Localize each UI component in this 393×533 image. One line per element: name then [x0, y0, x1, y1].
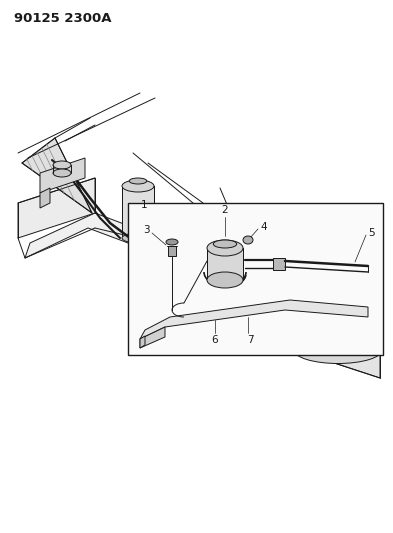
- Bar: [128, 203, 383, 355]
- Ellipse shape: [314, 288, 362, 302]
- Ellipse shape: [207, 240, 243, 256]
- Ellipse shape: [207, 272, 243, 288]
- Ellipse shape: [122, 233, 154, 243]
- Ellipse shape: [243, 236, 253, 244]
- Polygon shape: [207, 248, 243, 280]
- Text: 2: 2: [222, 205, 228, 215]
- Polygon shape: [140, 327, 165, 348]
- Bar: [215, 259, 243, 277]
- Polygon shape: [25, 213, 380, 338]
- Polygon shape: [140, 300, 368, 339]
- Text: 3: 3: [143, 225, 150, 235]
- Polygon shape: [294, 295, 382, 350]
- Ellipse shape: [129, 178, 147, 184]
- Polygon shape: [22, 138, 92, 213]
- Ellipse shape: [53, 161, 71, 169]
- Text: 1: 1: [140, 200, 147, 210]
- Ellipse shape: [53, 169, 71, 177]
- Bar: [205, 277, 227, 291]
- Text: 5: 5: [368, 228, 375, 238]
- Ellipse shape: [294, 336, 382, 364]
- Bar: [273, 258, 285, 270]
- Text: 90125 2300A: 90125 2300A: [14, 12, 112, 25]
- Ellipse shape: [213, 240, 237, 248]
- Text: 7: 7: [247, 335, 253, 345]
- Polygon shape: [122, 186, 154, 238]
- Bar: [168, 246, 176, 256]
- Text: 4: 4: [260, 222, 266, 232]
- Polygon shape: [258, 278, 380, 378]
- Ellipse shape: [294, 281, 382, 309]
- Polygon shape: [140, 336, 145, 348]
- Ellipse shape: [122, 180, 154, 192]
- Polygon shape: [18, 178, 95, 238]
- Polygon shape: [40, 158, 85, 193]
- Text: 6: 6: [212, 335, 219, 345]
- Ellipse shape: [166, 239, 178, 245]
- Polygon shape: [40, 188, 50, 208]
